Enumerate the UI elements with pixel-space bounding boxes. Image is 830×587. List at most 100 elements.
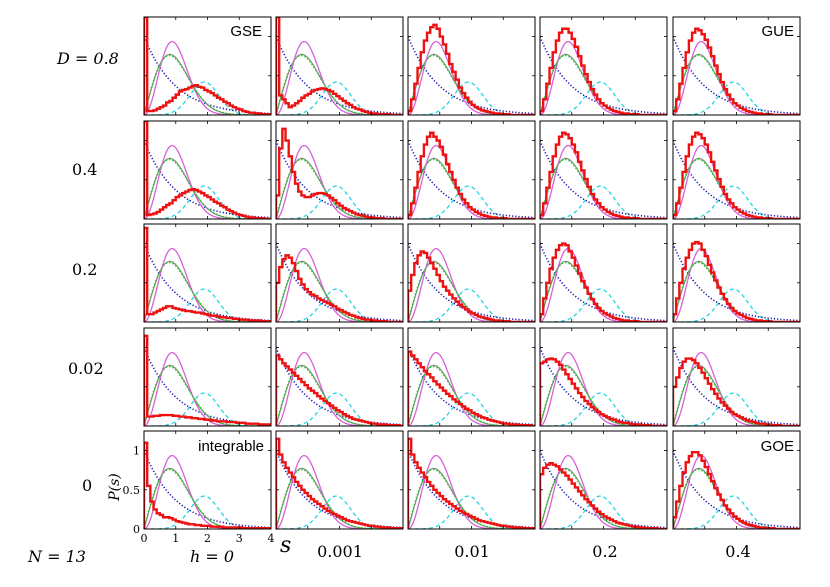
curve-gue bbox=[408, 144, 535, 219]
col-label-3: 0.2 bbox=[592, 542, 617, 561]
row-label-0: D = 0.8 bbox=[56, 49, 119, 68]
panel-r4-c0: 0 1 2 3 4 0 0.5 1 bbox=[123, 430, 275, 545]
annotation-gue: GUE bbox=[761, 23, 794, 40]
panel-frame bbox=[408, 431, 535, 529]
panel-r0-c0 bbox=[143, 16, 272, 116]
panel-r3-c4 bbox=[672, 327, 801, 427]
curve-gue bbox=[276, 144, 403, 219]
histogram-r2-c3 bbox=[540, 242, 667, 322]
curve-gaussian bbox=[144, 185, 271, 219]
curve-goe bbox=[540, 468, 667, 529]
col-label-4: 0.4 bbox=[725, 542, 750, 561]
panel-r1-c4 bbox=[672, 120, 801, 220]
x-axis-title: s bbox=[280, 533, 291, 558]
curve-gaussian bbox=[673, 81, 800, 115]
curve-gaussian bbox=[673, 495, 800, 529]
col-label-1: 0.001 bbox=[317, 542, 363, 561]
histogram-r0-c0 bbox=[144, 17, 271, 115]
panel-r2-c3 bbox=[539, 223, 668, 323]
curve-goe bbox=[408, 365, 535, 426]
panel-r2-c4 bbox=[672, 223, 801, 323]
curve-gaussian bbox=[408, 495, 535, 529]
histogram-r0-c4 bbox=[673, 27, 800, 115]
col-label-2: 0.01 bbox=[454, 542, 490, 561]
histogram-r2-c2 bbox=[408, 250, 535, 322]
histogram-r4-c2 bbox=[408, 437, 535, 529]
curve-gue bbox=[144, 144, 271, 219]
panel-r0-c1 bbox=[275, 16, 404, 116]
panel-r3-c3 bbox=[539, 327, 668, 427]
histogram-r1-c1 bbox=[276, 127, 403, 219]
curve-gue bbox=[673, 454, 800, 529]
curve-gaussian bbox=[540, 392, 667, 426]
histogram-r1-c2 bbox=[408, 131, 535, 219]
histogram-r2-c4 bbox=[673, 240, 800, 322]
panel-r2-c2 bbox=[407, 223, 536, 323]
panel-r4-c2 bbox=[407, 430, 536, 530]
curve-gaussian bbox=[144, 495, 271, 529]
curve-gue bbox=[276, 247, 403, 322]
annotation-integrable: integrable bbox=[198, 438, 264, 455]
panel-frame bbox=[673, 224, 800, 322]
panel-r1-c3 bbox=[539, 120, 668, 220]
curve-gue bbox=[540, 40, 667, 115]
histogram-r1-c4 bbox=[673, 131, 800, 219]
panel-frame bbox=[673, 328, 800, 426]
panel-r2-c1 bbox=[275, 223, 404, 323]
curve-gue bbox=[144, 40, 271, 115]
x-tick-label: 0 bbox=[141, 532, 148, 545]
histogram-r4-c4 bbox=[673, 450, 800, 529]
panel-r4-c1 bbox=[275, 430, 404, 530]
panel-grid: 0 1 2 3 4 0 0.5 1 bbox=[123, 16, 801, 545]
histogram-r4-c1 bbox=[276, 437, 403, 529]
curve-gue bbox=[408, 454, 535, 529]
curve-goe bbox=[276, 54, 403, 115]
curve-gaussian bbox=[673, 288, 800, 322]
histogram-r4-c0 bbox=[144, 441, 271, 529]
histogram-r1-c0 bbox=[144, 121, 271, 219]
y-tick-label: 1 bbox=[133, 445, 140, 458]
panel-r4-c4 bbox=[672, 430, 801, 530]
panel-r0-c3 bbox=[539, 16, 668, 116]
x-tick-label: 3 bbox=[236, 532, 243, 545]
curve-goe bbox=[144, 54, 271, 115]
panel-frame bbox=[144, 17, 271, 115]
histogram-r3-c2 bbox=[408, 350, 535, 426]
curve-gaussian bbox=[144, 392, 271, 426]
panel-frame bbox=[408, 224, 535, 322]
curve-gaussian bbox=[408, 288, 535, 322]
histogram-r3-c4 bbox=[673, 357, 800, 426]
curve-gue bbox=[673, 247, 800, 322]
panel-r4-c3 bbox=[539, 430, 668, 530]
panel-frame bbox=[144, 431, 271, 529]
curve-gaussian bbox=[144, 288, 271, 322]
histogram-r3-c3 bbox=[540, 357, 667, 426]
curve-gue bbox=[673, 144, 800, 219]
row-label-2: 0.2 bbox=[72, 260, 97, 279]
curve-gue bbox=[540, 247, 667, 322]
panel-r1-c1 bbox=[275, 120, 404, 220]
curve-gaussian bbox=[276, 185, 403, 219]
y-tick-label: 0.5 bbox=[123, 484, 141, 497]
curve-gaussian bbox=[408, 185, 535, 219]
panel-frame bbox=[144, 328, 271, 426]
curve-gaussian bbox=[540, 81, 667, 115]
curve-gue bbox=[408, 40, 535, 115]
panel-frame bbox=[673, 431, 800, 529]
x-tick-label: 4 bbox=[268, 532, 275, 545]
row-label-4: 0 bbox=[82, 476, 92, 495]
histogram-r3-c1 bbox=[276, 354, 403, 426]
panel-r1-c0 bbox=[143, 120, 272, 220]
curve-gaussian bbox=[673, 392, 800, 426]
curve-goe bbox=[276, 158, 403, 219]
curve-gaussian bbox=[540, 495, 667, 529]
curve-gue bbox=[673, 40, 800, 115]
y-axis-title: P(s) bbox=[107, 473, 123, 502]
curve-gue bbox=[276, 351, 403, 426]
curve-gue bbox=[144, 454, 271, 529]
histogram-r1-c3 bbox=[540, 131, 667, 219]
curve-gaussian bbox=[673, 185, 800, 219]
annotation-gse: GSE bbox=[230, 23, 262, 40]
panel-r3-c0 bbox=[143, 327, 272, 427]
